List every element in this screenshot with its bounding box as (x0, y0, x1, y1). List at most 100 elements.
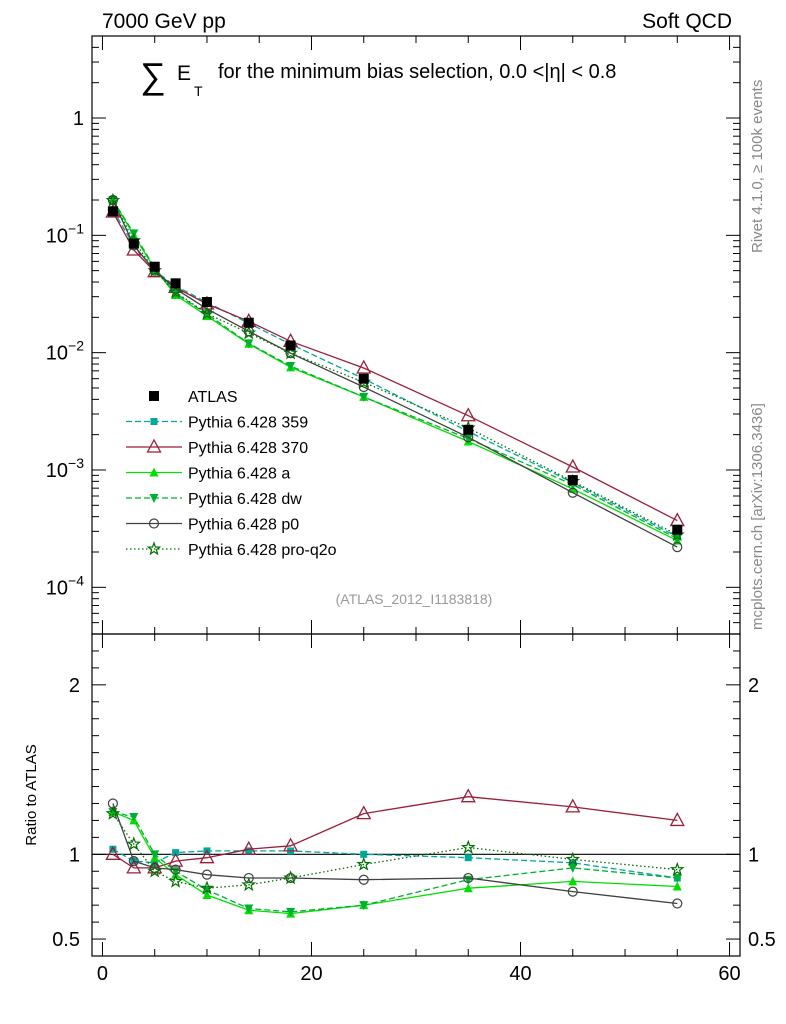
ratio-point-pythia-6-428-p0 (149, 862, 160, 873)
main-point-atlas (285, 340, 296, 351)
ratio-point-pythia-6-428-pro-q2o (241, 877, 257, 892)
ratio-point-pythia-6-428-p0 (672, 898, 683, 909)
main-point-pythia-6-428-370 (460, 407, 476, 422)
main-line-pythia-6-428-p0 (112, 199, 678, 548)
ratio-point-pythia-6-428-pro-q2o (199, 880, 215, 895)
ratio-point-pythia-6-428-359 (569, 859, 577, 867)
legend-marker-atlas (149, 391, 159, 401)
legend: ATLAS Pythia 6.428 359 Pythia 6.428 370 Pyt… (126, 389, 337, 559)
ratio-point-pythia-6-428-370 (669, 812, 685, 827)
main-point-atlas (243, 317, 254, 328)
legend-label-pythia-6-428-370: Pythia 6.428 370 (188, 440, 308, 457)
main-point-pythia-6-428-pro-q2o (168, 284, 183, 299)
ratio-point-pythia-6-428-dw (244, 904, 254, 914)
ratio-point-pythia-6-428-pro-q2o (669, 861, 685, 876)
ratio-point-pythia-6-428-359 (109, 845, 117, 853)
legend-marker-pythia-6-428-370 (146, 438, 162, 453)
main-point-pythia-6-428-dw (359, 392, 369, 402)
main-line-pythia-6-428-359 (112, 209, 678, 538)
header-right: Soft QCD (642, 10, 732, 33)
ratio-line-pythia-6-428-pro-q2o (112, 813, 678, 889)
main-ytick-label: 10−1 (46, 220, 84, 247)
ratio-point-pythia-6-428-370 (565, 798, 581, 813)
main-line-pythia-6-428-dw (112, 199, 678, 540)
legend-marker-pythia-6-428-p0 (148, 518, 160, 529)
ratio-ytick-label-right: 0.5 (748, 929, 776, 951)
title-sum-symbol: ∑ (140, 55, 166, 96)
main-point-pythia-6-428-p0 (567, 487, 578, 498)
ratio-point-pythia-6-428-dw (359, 901, 369, 911)
main-point-pythia-6-428-dw (286, 361, 296, 371)
ratio-ytick-label-right: 1 (748, 844, 759, 866)
ratio-line-pythia-6-428-a (112, 811, 678, 915)
ratio-point-pythia-6-428-370 (241, 840, 257, 855)
ratio-ytick-label: 0.5 (52, 929, 80, 951)
ratio-point-pythia-6-428-p0 (463, 872, 474, 884)
main-point-pythia-6-428-370 (669, 512, 685, 527)
legend-marker-pythia-6-428-a (149, 467, 159, 477)
main-point-atlas (201, 297, 212, 308)
main-point-pythia-6-428-370 (565, 458, 581, 473)
ratio-point-pythia-6-428-359 (245, 847, 253, 855)
main-point-pythia-6-428-pro-q2o (241, 325, 257, 340)
main-point-pythia-6-428-dw (244, 339, 254, 349)
main-ytick-label: 1 (73, 108, 84, 130)
ratio-point-pythia-6-428-dw (286, 907, 296, 917)
main-line-pythia-6-428-pro-q2o (112, 200, 678, 536)
ratio-point-pythia-6-428-dw (463, 875, 473, 885)
ratio-ylabel: Ratio to ATLAS (23, 744, 40, 845)
title-sum-e: E (177, 62, 191, 85)
ratio-point-pythia-6-428-p0 (243, 872, 254, 884)
xtick-label: 20 (300, 963, 322, 985)
legend-label-pythia-6-428-a: Pythia 6.428 a (188, 466, 290, 483)
main-point-atlas (672, 524, 683, 535)
main-point-atlas (463, 424, 474, 435)
ratio-ytick-label-right: 2 (748, 675, 759, 697)
ratio-point-pythia-6-428-370 (126, 859, 142, 874)
header-left: 7000 GeV pp (102, 10, 226, 33)
legend-label-pythia-6-428-pro-q2o: Pythia 6.428 pro-q2o (188, 542, 337, 559)
main-point-atlas (358, 373, 369, 384)
side-label-rivet: Rivet 4.1.0, ≥ 100k events (749, 80, 766, 253)
ratio-ytick-label: 2 (69, 675, 80, 697)
main-point-pythia-6-428-pro-q2o (105, 192, 121, 207)
main-point-pythia-6-428-pro-q2o (283, 345, 299, 360)
legend-marker-pythia-6-428-dw (149, 494, 159, 503)
xtick-label: 60 (718, 963, 740, 985)
ratio-point-pythia-6-428-p0 (201, 869, 213, 880)
ratio-point-pythia-6-428-pro-q2o (356, 856, 372, 871)
xtick-label: 0 (97, 963, 108, 985)
ratio-point-pythia-6-428-a (463, 883, 473, 893)
main-point-pythia-6-428-pro-q2o (199, 305, 215, 320)
main-ytick-label: 10−4 (46, 572, 84, 599)
ratio-frame (91, 633, 741, 957)
ratio-ytick-label: 1 (69, 844, 80, 866)
ratio-point-pythia-6-428-370 (168, 852, 184, 867)
main-point-pythia-6-428-370 (356, 359, 372, 374)
legend-label-pythia-6-428-359: Pythia 6.428 359 (188, 415, 308, 432)
ratio-point-pythia-6-428-pro-q2o (283, 870, 298, 885)
main-point-atlas (567, 475, 578, 486)
main-point-atlas (149, 261, 160, 272)
main-point-atlas (128, 238, 139, 249)
main-point-pythia-6-428-p0 (672, 542, 683, 553)
main-curves (105, 192, 685, 553)
legend-label-pythia-6-428-p0: Pythia 6.428 p0 (188, 517, 299, 534)
ratio-point-pythia-6-428-359 (464, 854, 472, 862)
ratio-point-pythia-6-428-359 (360, 850, 368, 858)
main-line-pythia-6-428-a (112, 199, 678, 542)
title-sum-sub: T (194, 83, 203, 99)
plot-title: for the minimum bias selection, 0.0 <|η|… (218, 61, 616, 83)
ratio-point-pythia-6-428-dw (568, 863, 578, 873)
ratio-point-pythia-6-428-pro-q2o (565, 851, 581, 866)
xtick-label: 40 (509, 963, 531, 985)
legend-label-atlas: ATLAS (188, 389, 238, 406)
ratio-point-pythia-6-428-a (568, 876, 578, 886)
ratio-curves (105, 788, 685, 918)
ratio-point-pythia-6-428-pro-q2o (105, 805, 121, 820)
ratio-point-pythia-6-428-370 (460, 788, 476, 803)
ratio-line-pythia-6-428-359 (112, 848, 678, 879)
main-point-atlas (107, 206, 118, 217)
main-ytick-label: 10−2 (46, 338, 84, 365)
